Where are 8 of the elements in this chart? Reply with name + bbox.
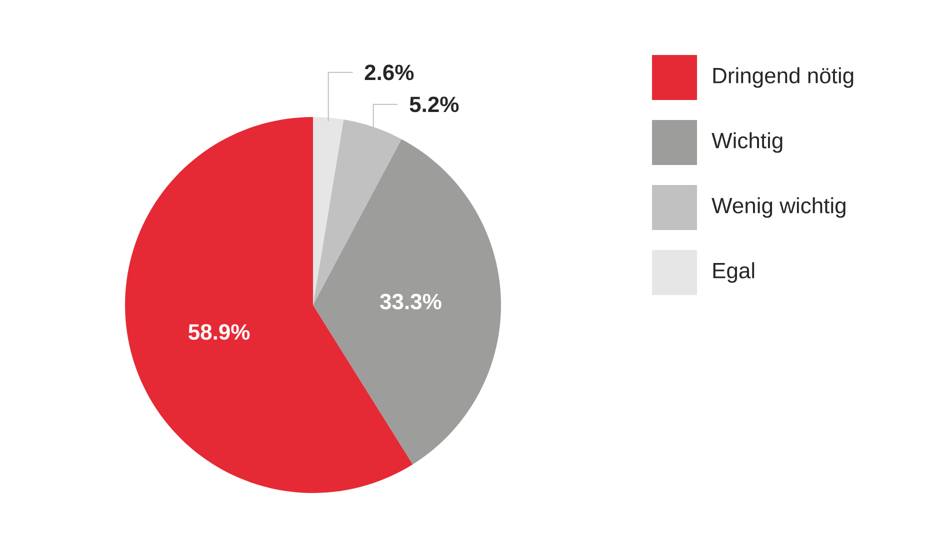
data-label: 2.6% — [364, 64, 414, 80]
legend-label: Wichtig — [712, 132, 782, 153]
data-label: 5.2% — [410, 96, 459, 112]
legend-label: Wenig wichtig — [712, 197, 846, 218]
legend-label: Dringend nötig — [713, 67, 854, 88]
data-label: 58.9% — [188, 324, 250, 340]
data-label: 33.3% — [380, 294, 442, 310]
legend-label: Egal — [713, 262, 754, 283]
